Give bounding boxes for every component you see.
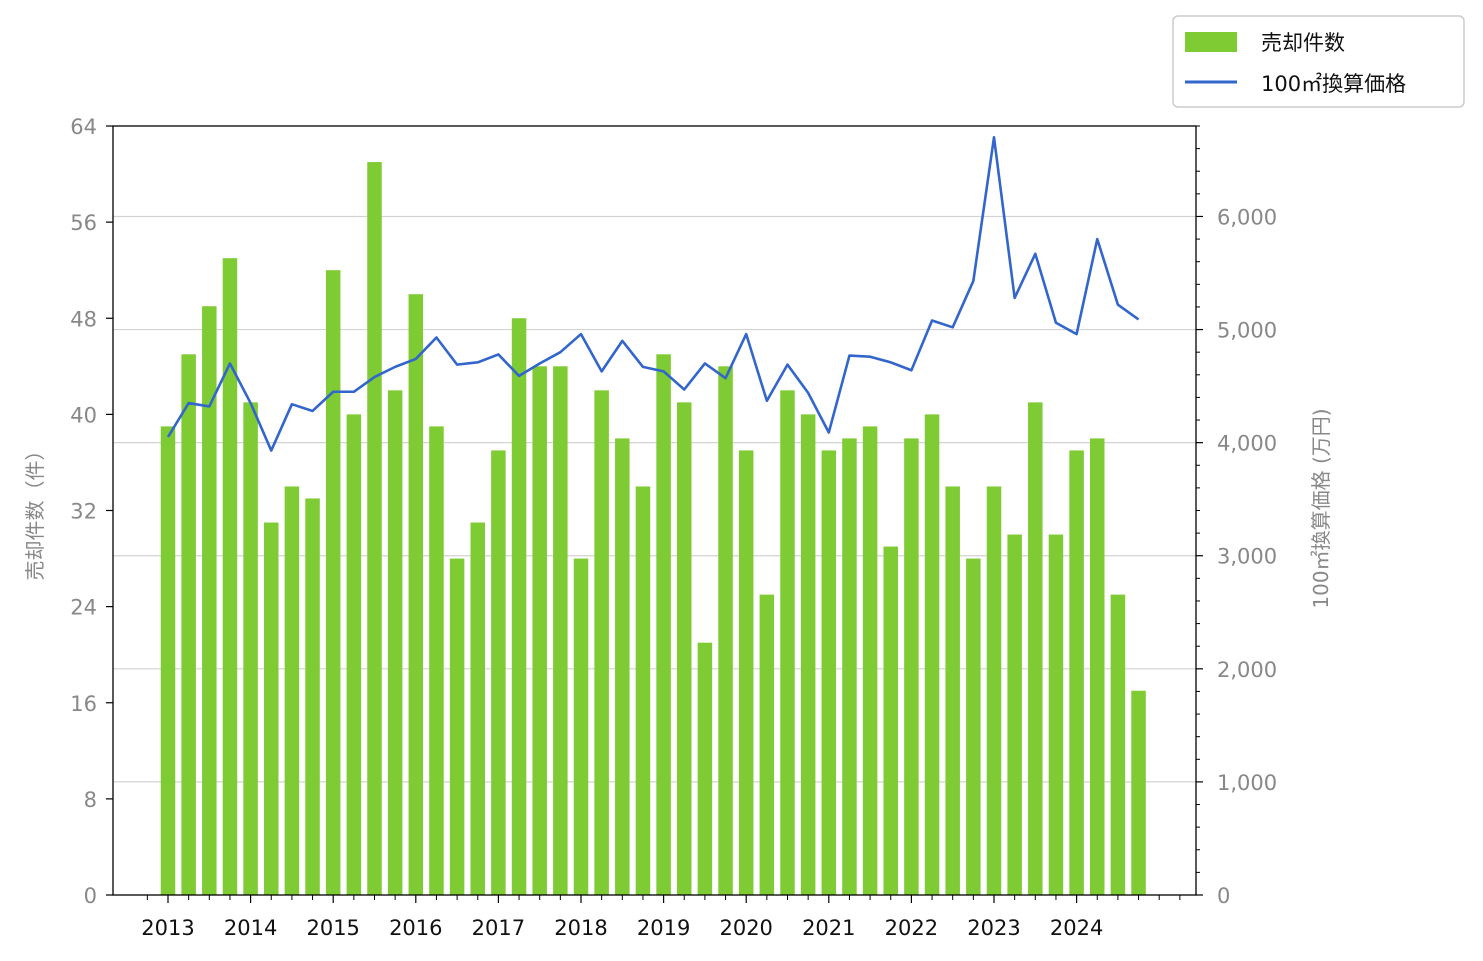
bars-layer (160, 162, 1146, 895)
bar (800, 414, 816, 895)
x-tick-label: 2015 (306, 916, 359, 940)
y-left-tick-label: 0 (84, 884, 97, 908)
bar (449, 558, 465, 895)
bar (780, 390, 795, 895)
bar (408, 294, 424, 895)
bar (924, 414, 940, 895)
bar (1048, 534, 1064, 895)
x-tick-label: 2019 (637, 916, 690, 940)
bar (387, 390, 403, 895)
bar (325, 270, 341, 895)
bar (305, 498, 320, 895)
y-right-tick-label: 6,000 (1217, 205, 1277, 229)
bar (759, 594, 775, 895)
bar (202, 306, 217, 895)
price-line (166, 136, 1140, 452)
bar (1007, 534, 1022, 895)
bar (1110, 594, 1126, 895)
y-right-tick-label: 1,000 (1217, 771, 1277, 795)
y-left-tick-label: 24 (70, 596, 97, 620)
bar (346, 414, 362, 895)
y-left-tick-label: 32 (70, 500, 97, 524)
y-right-tick-label: 5,000 (1217, 319, 1277, 343)
y-axis-right-title: 100㎡換算価格 (万円) (1309, 408, 1333, 608)
bar (594, 390, 609, 895)
x-tick-label: 2016 (389, 916, 442, 940)
x-tick-label: 2023 (967, 916, 1020, 940)
x-tick-label: 2024 (1050, 916, 1103, 940)
axes-layer: 0 8 16 24 32 40 48 56 64 0 1,000 2,000 3,000 4,000 5,0… (70, 115, 1277, 940)
x-tick-label: 2017 (472, 916, 525, 940)
y-left-tick-label: 56 (70, 211, 97, 235)
bar (243, 402, 258, 895)
bar (883, 546, 898, 895)
legend-frame (1172, 15, 1465, 108)
bar (160, 426, 176, 895)
y-axis-left-title: 売却件数（件） (23, 441, 47, 581)
legend-bar-swatch (1185, 32, 1237, 52)
bar (945, 486, 960, 895)
bar (1028, 402, 1043, 895)
bar (904, 438, 919, 895)
bar (842, 438, 857, 895)
y-left-tick-label: 8 (84, 788, 97, 812)
x-tick-label: 2021 (802, 916, 855, 940)
y-left-tick-label: 48 (70, 307, 97, 331)
bar (222, 258, 238, 895)
bar (615, 438, 630, 895)
x-tick-label: 2013 (141, 916, 194, 940)
bar (1069, 450, 1084, 895)
bar (635, 486, 651, 895)
bar (656, 354, 671, 895)
bar (367, 162, 382, 895)
legend: 売却件数 100㎡換算価格 (1172, 15, 1465, 108)
bar (677, 402, 692, 895)
legend-line-label: 100㎡換算価格 (1261, 72, 1406, 96)
y-right-tick-label: 4,000 (1217, 432, 1277, 456)
bar (470, 522, 485, 895)
bar (862, 426, 878, 895)
bar (697, 642, 713, 895)
x-tick-label: 2020 (719, 916, 772, 940)
line-layer (166, 136, 1140, 452)
bar (511, 318, 527, 895)
x-tick-label: 2022 (885, 916, 938, 940)
y-left-tick-label: 64 (70, 115, 97, 139)
bar (986, 486, 1002, 895)
x-tick-label: 2018 (554, 916, 607, 940)
y-right-tick-label: 2,000 (1217, 658, 1277, 682)
bar (1131, 690, 1146, 895)
y-right-tick-label: 3,000 (1217, 545, 1277, 569)
bar (821, 450, 837, 895)
bar (553, 366, 568, 895)
legend-bar-label: 売却件数 (1261, 31, 1345, 55)
bar (966, 558, 981, 895)
bar (264, 522, 279, 895)
bar (532, 366, 547, 895)
bar (181, 354, 196, 895)
bar (1090, 438, 1105, 895)
y-right-tick-label: 0 (1217, 884, 1230, 908)
bar (429, 426, 444, 895)
bar (284, 486, 300, 895)
bar (573, 558, 589, 895)
bar (491, 450, 506, 895)
x-tick-label: 2014 (224, 916, 277, 940)
y-left-tick-label: 40 (70, 403, 97, 427)
bar (718, 366, 733, 895)
bar (738, 450, 754, 895)
y-left-tick-label: 16 (70, 692, 97, 716)
